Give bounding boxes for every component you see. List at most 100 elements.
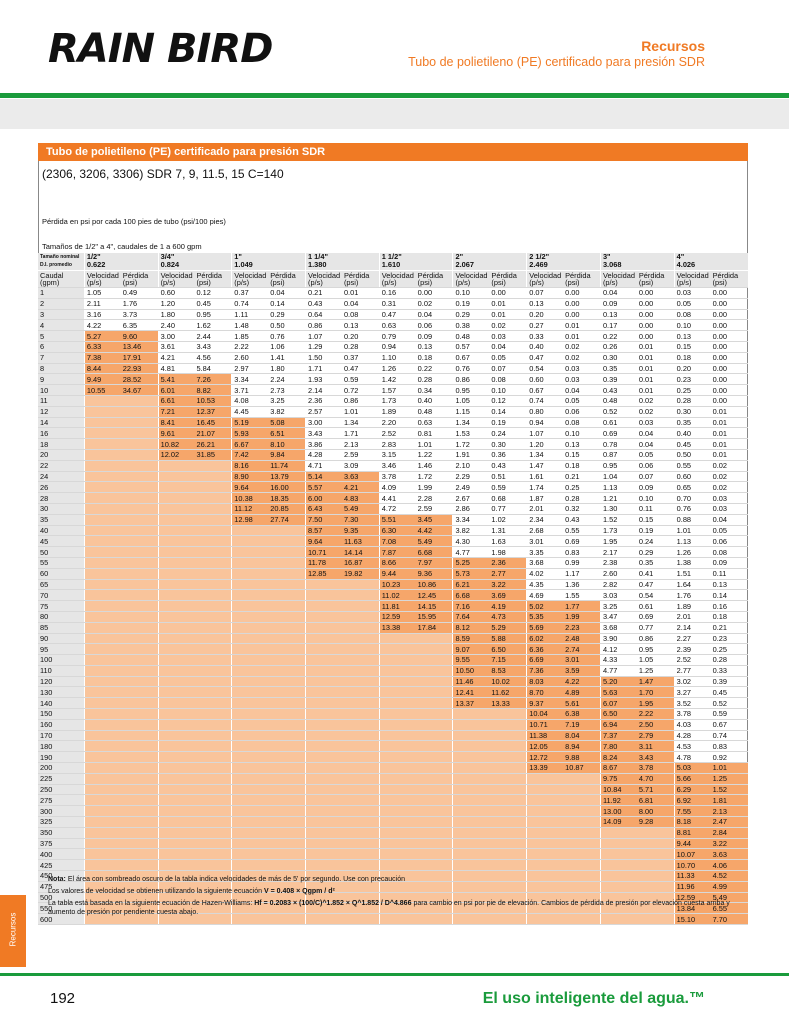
loss-cell [489,902,527,915]
loss-cell [563,805,601,818]
side-tab-label: Recursos [8,912,18,947]
velocity-cell: 1.72 [452,438,490,450]
velocity-cell [231,816,269,828]
velocity-cell: 4.30 [452,535,490,548]
velocity-cell [157,784,195,796]
velocity-cell [83,838,121,850]
loss-cell [489,848,527,861]
loss-header-line: (psi) [196,278,211,287]
velocity-cell: 1.29 [305,341,342,353]
spec: (2306, 3206, 3306) SDR 7, 9, 11.5, 15 C=… [42,167,284,181]
loss-cell: 0.00 [710,341,748,353]
flow-cell: 170 [38,730,85,742]
velocity-cell [378,676,416,688]
loss-cell: 0.51 [489,471,527,483]
data-row: 100 9.55 7.15 6.69 3.01 4.33 1.05 2.52 0.28 [38,654,748,666]
velocity-cell: 12.59 [673,892,711,904]
velocity-cell [157,805,195,818]
velocity-cell: 3.46 [378,460,416,472]
loss-cell: 0.30 [489,438,527,450]
loss-header: Pérdida (psi) [268,270,306,288]
loss-cell [415,643,453,656]
velocity-cell: 0.50 [673,449,711,461]
velocity-cell: 0.31 [378,298,416,310]
velocity-cell: 2.17 [599,546,637,558]
loss-cell [636,902,675,915]
size-di: 0.824 [160,260,180,269]
velocity-cell: 3.15 [378,449,416,461]
data-row: 1 1.05 0.49 0.60 0.12 0.37 0.04 0.21 0.01 0.16 0.0… [38,287,748,299]
loss-cell: 1.52 [710,784,748,796]
data-row: 80 12.59 15.95 7.64 4.73 5.35 1.99 3.47 0.69 2.01… [38,611,748,623]
loss-cell [341,794,380,807]
velocity-header-line: Velocidad [455,270,488,280]
velocity-cell: 1.73 [599,525,637,537]
velocity-cell: 5.73 [452,568,490,580]
velocity-cell [305,784,342,796]
size-di: 4.026 [676,260,696,269]
velocity-cell: 8.90 [231,471,269,483]
loss-cell [341,870,380,882]
loss-cell [268,848,306,861]
velocity-cell: 0.25 [673,384,711,396]
loss-cell [563,859,601,872]
velocity-cell: 3.25 [599,600,637,612]
velocity-cell: 4.21 [157,352,195,364]
velocity-cell [231,848,269,861]
loss-header: Pérdida (psi) [563,270,601,288]
loss-cell: 0.72 [341,384,380,396]
velocity-cell: 4.28 [673,730,711,742]
velocity-cell [83,751,121,764]
size-name: 2 1/2" [529,253,550,261]
loss-cell [268,611,306,623]
velocity-cell: 0.54 [526,363,564,375]
velocity-cell: 12.72 [526,751,564,764]
velocity-cell [231,676,269,688]
velocity-cell [157,751,195,764]
row-labels: Tamaño nominal D.I. promedio [38,253,85,271]
loss-cell: 0.05 [563,395,601,407]
velocity-cell: 9.61 [157,427,195,440]
flow-cell: 40 [38,525,85,537]
velocity-cell: 2.57 [305,406,342,418]
velocity-cell: 0.07 [526,287,564,299]
velocity-cell [157,730,195,742]
velocity-cell: 0.22 [599,330,637,342]
loss-cell [120,654,159,666]
loss-cell: 1.72 [415,471,453,483]
loss-cell: 0.00 [489,287,527,299]
loss-cell: 0.10 [636,492,675,504]
velocity-cell [378,848,416,861]
loss-cell [268,708,306,720]
velocity-header-line: (p/s) [234,278,250,287]
loss-cell: 3.01 [563,654,601,666]
loss-cell: 5.29 [489,622,527,634]
velocity-cell [305,773,342,785]
data-row: 65 10.23 10.86 6.21 3.22 4.35 1.36 2.82 0.47 1.64… [38,579,748,591]
velocity-cell: 4.45 [231,406,269,418]
velocity-cell: 2.86 [452,503,490,515]
loss-header: Pérdida (psi) [489,270,527,288]
velocity-cell: 6.69 [526,654,564,666]
velocity-cell [452,848,490,861]
loss-cell: 3.63 [341,471,380,483]
velocity-cell: 8.16 [231,460,269,472]
velocity-header-line: (p/s) [455,278,471,287]
velocity-cell [83,622,121,634]
velocity-cell: 5.57 [305,481,342,494]
velocity-cell: 6.67 [231,438,269,450]
velocity-cell [83,438,121,450]
caudal-header-line: (gpm) [40,278,60,287]
velocity-cell: 2.97 [231,363,269,375]
loss-cell: 0.07 [636,471,675,483]
velocity-cell: 9.64 [305,535,342,548]
velocity-cell [231,838,269,850]
velocity-cell [157,492,195,504]
velocity-cell [83,568,121,580]
loss-header-line: (psi) [343,278,359,287]
velocity-cell [231,654,269,666]
velocity-cell: 2.68 [526,525,564,537]
velocity-cell [83,708,121,720]
loss-cell: 4.99 [710,881,748,893]
data-row: 18 10.82 26.21 6.67 8.10 3.86 2.13 2.83 1.01 1.72… [38,438,748,450]
